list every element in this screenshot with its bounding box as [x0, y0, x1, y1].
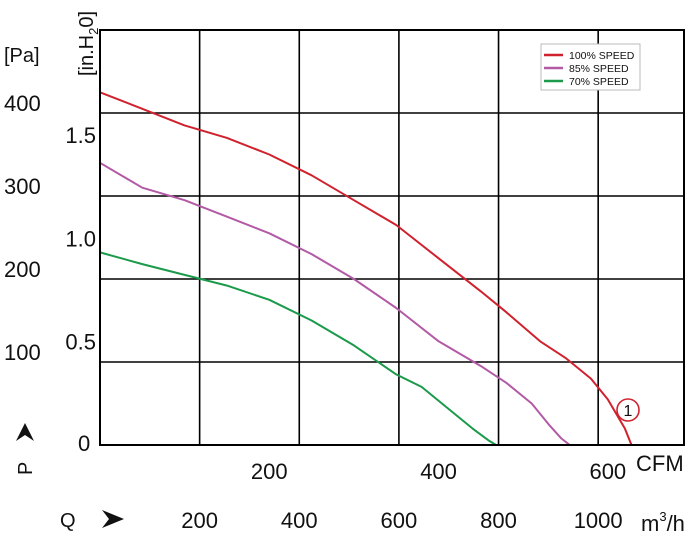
y-tick-label-inh2o: 0.5: [65, 330, 96, 355]
x-axis-arrow-icon: [102, 510, 124, 528]
x-tick-label-m3h: 200: [181, 508, 218, 533]
series-curves: [99, 91, 633, 446]
plot-frame: [99, 29, 685, 446]
y-unit-pa: [Pa]: [4, 45, 40, 67]
y-tick-label-pa: 100: [4, 340, 41, 365]
y-tick-label-inh2o: 1.5: [65, 123, 96, 148]
y-axis-arrow-icon: [16, 423, 34, 441]
series-line: [99, 251, 498, 446]
legend-label: 100% SPEED: [569, 50, 635, 62]
annotation-circle-icon: [616, 398, 640, 422]
x-tick-label-m3h: 400: [281, 508, 318, 533]
annotations: 1: [616, 398, 640, 422]
y-tick-label-pa: 0: [78, 431, 90, 456]
x-tick-label-cfm: 200: [251, 459, 288, 484]
x-tick-label-cfm: 400: [420, 459, 457, 484]
x-axis-title: Q: [60, 510, 76, 532]
legend-label: 70% SPEED: [569, 76, 629, 88]
y-unit-inh2o: [in.H20]: [76, 11, 101, 76]
y-tick-label-pa: 200: [4, 257, 41, 282]
x-tick-label-cfm: 600: [589, 459, 626, 484]
y-tick-label-pa: 400: [4, 91, 41, 116]
x-unit-m3h: m3/h: [641, 509, 685, 536]
series-line: [99, 161, 571, 446]
x-unit-cfm: CFM: [636, 451, 684, 476]
x-tick-label-m3h: 600: [381, 508, 418, 533]
y-axis-title-text: P: [15, 462, 37, 475]
y-tick-label-pa: 300: [4, 174, 41, 199]
axis-labels: 0 100 200 300 400 0.5 1.0 1.5 [Pa] [in.H20] P 200 40…: [4, 11, 685, 536]
legend-label: 85% SPEED: [569, 63, 629, 75]
grid: [100, 30, 684, 445]
annotation-label: 1: [624, 403, 633, 420]
y-axis-title: P: [15, 423, 37, 475]
x-tick-label-m3h: 800: [480, 508, 517, 533]
y-tick-label-inh2o: 1.0: [65, 226, 96, 251]
x-tick-label-m3h: 1000: [574, 508, 623, 533]
series-line: [99, 91, 633, 446]
